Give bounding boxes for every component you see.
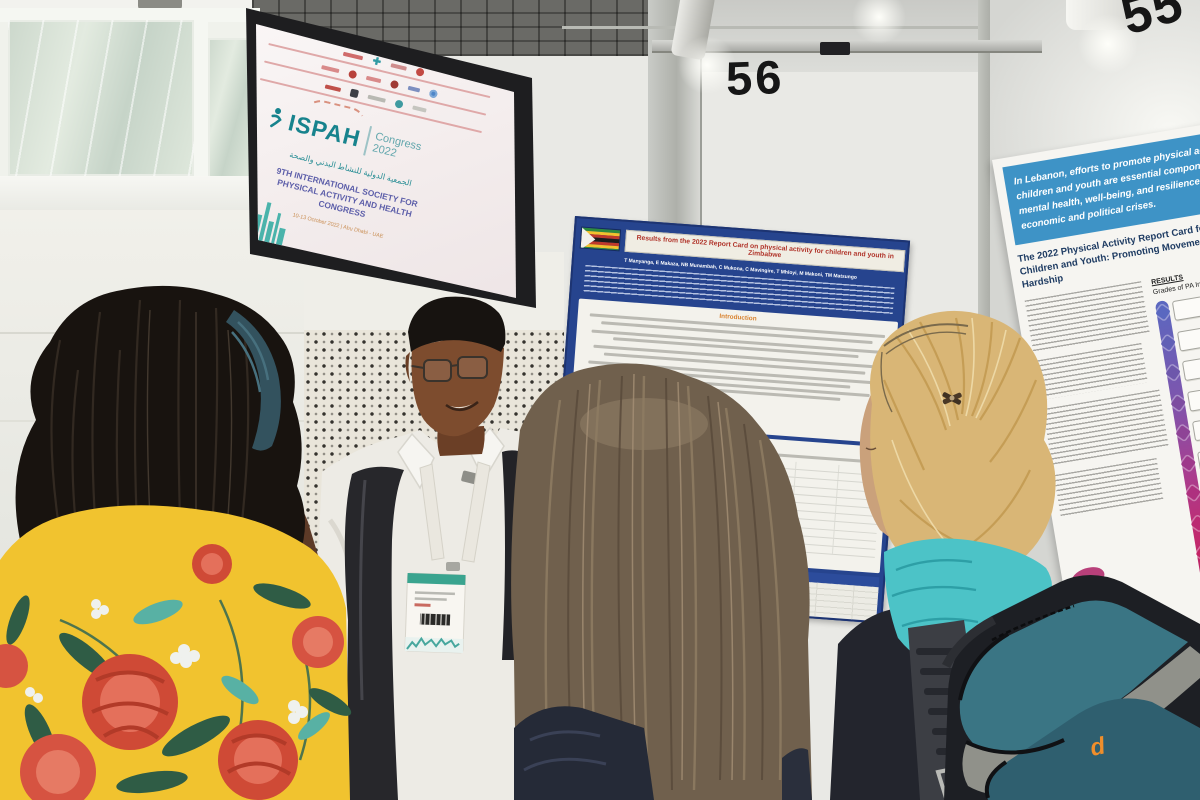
backpack-strap-left: [344, 466, 404, 800]
badge-barcode: [419, 613, 451, 626]
strap-buckle: [461, 470, 479, 485]
headband-stripes: [231, 321, 270, 393]
eyelash: [865, 447, 877, 451]
hair-highlights: [891, 317, 1007, 541]
mezzanine-glass-wall: [0, 8, 260, 208]
hair-strands: [882, 317, 1038, 547]
glasses-on-head: [880, 323, 969, 413]
jacket-folds: [523, 730, 607, 772]
ceiling-light-recess: [138, 0, 182, 10]
badge-header-band: [407, 573, 466, 586]
hair: [408, 296, 506, 352]
teeth: [450, 404, 472, 409]
conference-badge: [404, 572, 466, 654]
badge-cityscape-icon: [406, 636, 460, 650]
ispah-logo: ISPAH Congress 2022: [266, 103, 423, 168]
rail-clamp: [820, 42, 850, 55]
lanyard-clip: [446, 562, 460, 571]
strap-highlight: [359, 479, 367, 701]
lamp-glow: [1078, 14, 1138, 74]
backpack-lower-pouch: [986, 698, 1200, 800]
backpack-handle: [941, 616, 997, 669]
hair-strands: [544, 375, 782, 791]
woman-braids-yellow: [0, 285, 352, 800]
braid-strands: [50, 299, 250, 591]
white-flowers: [25, 599, 308, 724]
lanyard-left: [419, 463, 445, 561]
hair-strands-light: [582, 373, 734, 781]
lanyard-right: [461, 461, 491, 563]
face: [411, 338, 504, 437]
scarf-folds: [891, 559, 979, 628]
badge-text-line: [414, 603, 431, 607]
runner-icon: [270, 108, 282, 128]
smile: [445, 401, 479, 411]
hair-clip: [942, 392, 962, 405]
spotlight-glow: [852, 0, 906, 44]
glass-reflection: [8, 20, 194, 176]
glass-pane: [8, 20, 194, 176]
jacket-edge: [782, 748, 812, 800]
red-flowers: [0, 544, 344, 800]
balcony-ledge: [0, 176, 260, 212]
floral-pattern: [0, 544, 352, 800]
badge-text-line: [414, 591, 455, 596]
ear: [405, 352, 410, 382]
glasses-right-lens: [457, 356, 488, 379]
glass-mullion: [194, 16, 208, 180]
hair: [511, 363, 812, 800]
zipper: [991, 604, 1075, 642]
badge-text-line: [414, 597, 447, 601]
glasses-bridge: [411, 364, 459, 369]
woman-long-brown-hair: [511, 363, 812, 800]
hair-strands-dark: [567, 375, 764, 791]
deuter-backpack: d: [941, 567, 1200, 800]
jacket-shoulder: [514, 706, 654, 800]
backpack-trim: [958, 632, 1065, 799]
headband: [226, 310, 281, 451]
glass-pane: [208, 38, 252, 178]
barcode-lines: [420, 613, 447, 626]
glasses-left-lens: [423, 359, 452, 382]
poster-board-56: [562, 26, 988, 800]
blonde-hair: [870, 310, 1056, 580]
backpack-teal-panel: [959, 600, 1188, 754]
spotlight-glow: [678, 36, 736, 94]
